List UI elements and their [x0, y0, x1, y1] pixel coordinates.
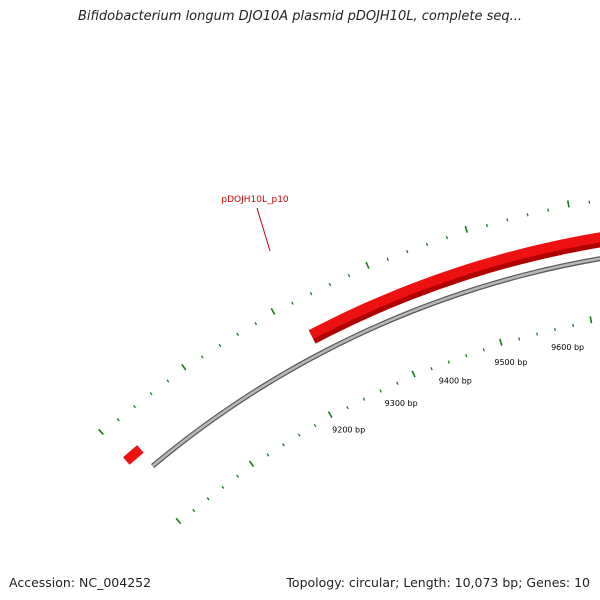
inner-minor-tick [396, 381, 399, 385]
inner-minor-tick [379, 389, 382, 393]
gene-pDOJH10L-p10[interactable] [308, 225, 600, 340]
outer-major-tick [464, 225, 469, 233]
outer-minor-tick [347, 273, 351, 278]
inner-major-tick [175, 517, 182, 525]
inner-minor-tick [362, 397, 366, 401]
scale-label: 9600 bp [551, 343, 584, 352]
outer-minor-tick [236, 332, 240, 336]
inner-major-tick [327, 411, 333, 419]
inner-minor-tick [266, 453, 270, 457]
outer-major-tick [365, 261, 370, 269]
inner-minor-tick [447, 360, 450, 364]
outer-minor-tick [506, 218, 509, 222]
outer-minor-tick [291, 301, 294, 305]
outer-minor-tick [445, 235, 449, 240]
outer-minor-tick [200, 355, 204, 359]
inner-tick-ring [175, 316, 593, 525]
summary-text: Topology: circular; Length: 10,073 bp; G… [286, 575, 590, 590]
map-title: Bifidobacterium longum DJO10A plasmid pD… [77, 9, 522, 24]
outer-minor-tick [406, 249, 409, 254]
inner-minor-tick [346, 405, 349, 410]
outer-minor-tick [133, 404, 137, 409]
inner-major-tick [248, 460, 255, 468]
scale-label: 9200 bp [332, 426, 365, 435]
gene-shadow [312, 240, 600, 344]
inner-minor-tick [297, 433, 301, 437]
outer-minor-tick [218, 343, 222, 348]
backbone-shadow [150, 256, 600, 469]
outer-major-tick [270, 308, 276, 315]
inner-minor-tick [221, 485, 225, 489]
outer-minor-tick [149, 392, 153, 396]
outer-minor-tick [386, 257, 389, 261]
outer-minor-tick [547, 208, 550, 212]
gene-label[interactable]: pDOJH10L_p10 [221, 195, 289, 205]
outer-minor-tick [328, 282, 332, 287]
outer-major-tick [98, 428, 104, 436]
outer-minor-tick [116, 418, 120, 422]
accession-text: Accession: NC_004252 [9, 575, 152, 590]
inner-minor-tick [282, 443, 285, 447]
inner-minor-tick [465, 354, 468, 358]
gene-label-leader [256, 207, 271, 252]
outer-tick-ring [98, 200, 591, 436]
inner-major-tick [589, 316, 593, 324]
inner-minor-tick [572, 323, 575, 328]
outer-major-tick [566, 200, 570, 208]
inner-minor-tick [518, 337, 521, 341]
gene-edge-offscreen[interactable] [123, 445, 144, 465]
inner-minor-tick [236, 474, 240, 478]
scale-label: 9500 bp [494, 358, 527, 367]
scale-label: 9300 bp [385, 399, 418, 408]
inner-major-tick [411, 370, 416, 378]
inner-minor-tick [192, 508, 196, 513]
inner-minor-tick [536, 332, 539, 336]
scale-label: 9400 bp [439, 377, 472, 386]
outer-minor-tick [588, 200, 591, 204]
inner-minor-tick [482, 348, 485, 352]
outer-minor-tick [254, 321, 258, 326]
outer-minor-tick [485, 223, 489, 227]
outer-minor-tick [526, 213, 529, 217]
inner-minor-tick [430, 367, 433, 371]
outer-major-tick [181, 363, 187, 371]
plasmid-backbone [151, 257, 600, 468]
outer-minor-tick [166, 379, 170, 383]
outer-minor-tick [309, 292, 313, 296]
inner-minor-tick [554, 327, 557, 332]
outer-minor-tick [425, 242, 429, 247]
inner-minor-tick [206, 497, 210, 501]
inner-minor-tick [313, 423, 317, 428]
inner-major-tick [499, 338, 503, 346]
